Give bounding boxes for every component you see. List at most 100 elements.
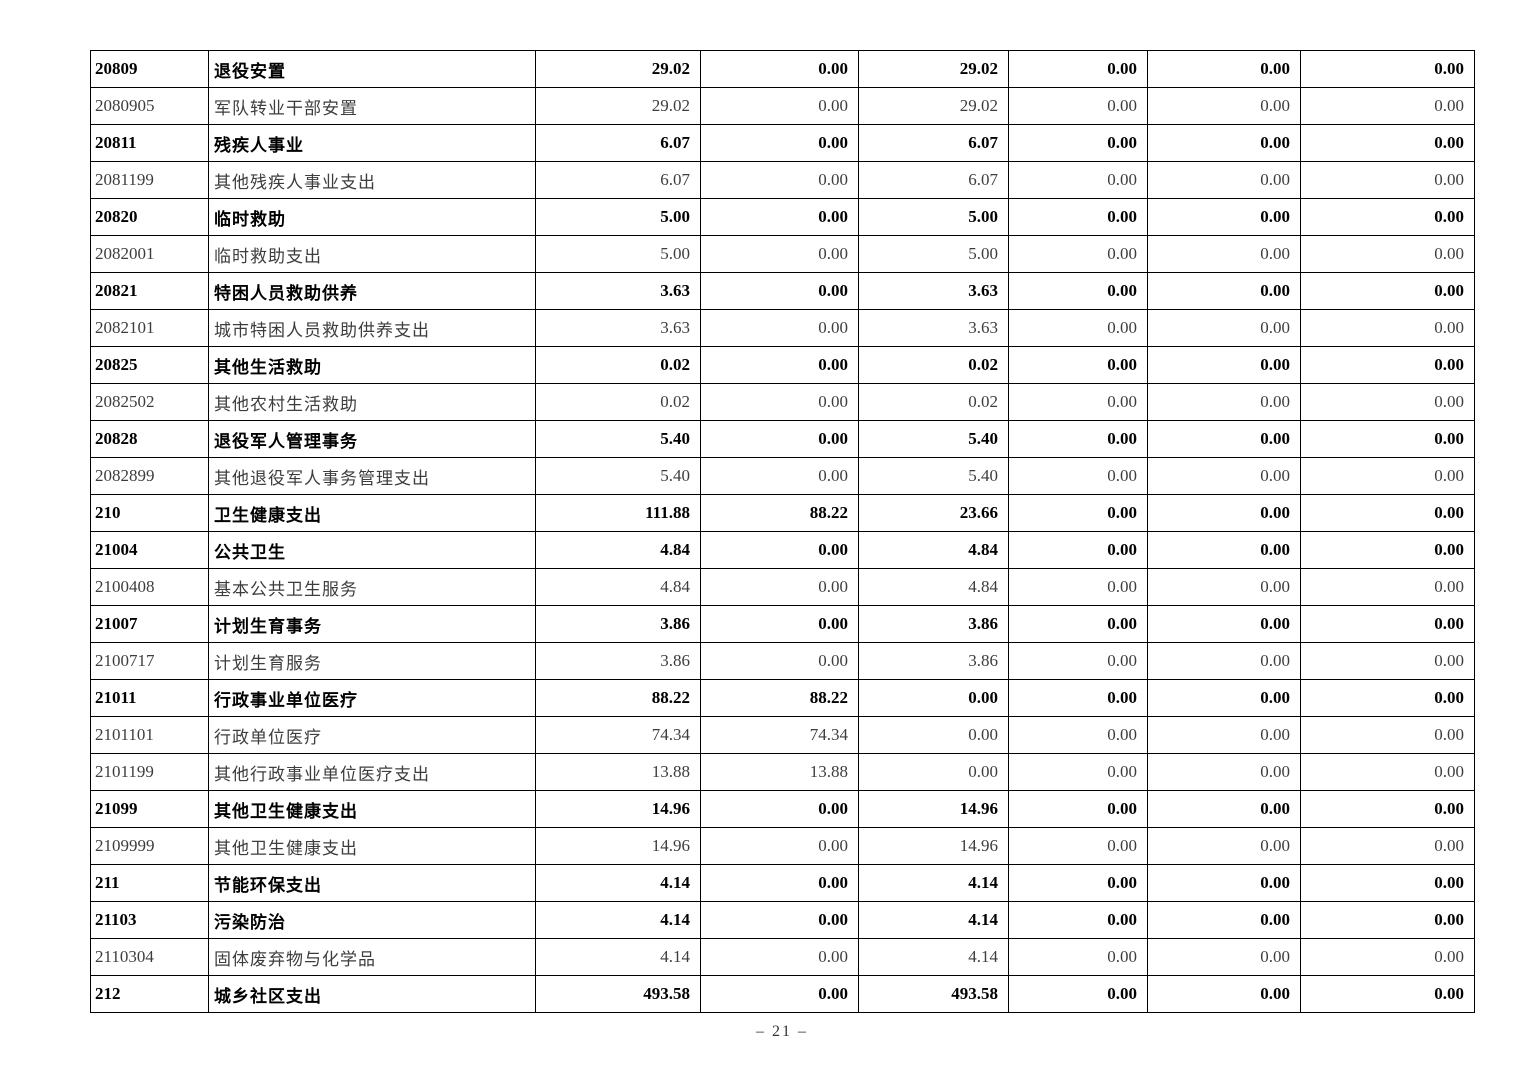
table-row: 21011 行政事业单位医疗 88.22 88.22 0.00 0.00 0.00 0.00 [90, 679, 1475, 717]
value-cell: 0.00 [700, 87, 859, 125]
value-cell: 4.84 [535, 568, 701, 606]
value-cell: 0.00 [1147, 531, 1301, 569]
code-cell: 212 [90, 975, 209, 1013]
code-cell: 2082001 [90, 235, 209, 273]
value-cell: 0.00 [1147, 420, 1301, 458]
name-cell: 计划生育事务 [208, 605, 536, 643]
value-cell: 14.96 [858, 790, 1009, 828]
code-cell: 21103 [90, 901, 209, 939]
value-cell: 0.00 [700, 161, 859, 199]
page-number: – 21 – [756, 1023, 808, 1040]
name-cell: 临时救助 [208, 198, 536, 236]
table-row: 21099 其他卫生健康支出 14.96 0.00 14.96 0.00 0.00 0.00 [90, 790, 1475, 828]
value-cell: 0.00 [1300, 605, 1475, 643]
value-cell: 0.00 [700, 864, 859, 902]
value-cell: 4.84 [858, 568, 1009, 606]
value-cell: 5.00 [535, 198, 701, 236]
name-cell: 其他生活救助 [208, 346, 536, 384]
value-cell: 29.02 [858, 50, 1009, 88]
name-cell: 行政事业单位医疗 [208, 679, 536, 717]
value-cell: 0.00 [700, 975, 859, 1013]
value-cell: 0.00 [1300, 346, 1475, 384]
name-cell: 城乡社区支出 [208, 975, 536, 1013]
value-cell: 0.00 [700, 383, 859, 421]
value-cell: 0.00 [1147, 827, 1301, 865]
value-cell: 0.00 [1147, 716, 1301, 754]
code-cell: 211 [90, 864, 209, 902]
code-cell: 20821 [90, 272, 209, 310]
value-cell: 0.00 [1008, 753, 1148, 791]
value-cell: 0.00 [1147, 383, 1301, 421]
code-cell: 2101101 [90, 716, 209, 754]
value-cell: 0.00 [1147, 309, 1301, 347]
value-cell: 0.00 [700, 235, 859, 273]
value-cell: 3.63 [535, 272, 701, 310]
value-cell: 29.02 [535, 87, 701, 125]
budget-table-body: 20809 退役安置 29.02 0.00 29.02 0.00 0.00 0.00 20809… [90, 50, 1475, 1013]
value-cell: 0.00 [1008, 679, 1148, 717]
table-row: 211 节能环保支出 4.14 0.00 4.14 0.00 0.00 0.00 [90, 864, 1475, 902]
code-cell: 20809 [90, 50, 209, 88]
table-row: 20821 特困人员救助供养 3.63 0.00 3.63 0.00 0.00 0.00 [90, 272, 1475, 310]
value-cell: 0.00 [700, 642, 859, 680]
name-cell: 特困人员救助供养 [208, 272, 536, 310]
value-cell: 0.00 [1300, 87, 1475, 125]
value-cell: 3.86 [535, 605, 701, 643]
value-cell: 0.00 [1300, 494, 1475, 532]
name-cell: 其他卫生健康支出 [208, 790, 536, 828]
value-cell: 0.00 [1147, 50, 1301, 88]
value-cell: 493.58 [858, 975, 1009, 1013]
table-row: 2082101 城市特困人员救助供养支出 3.63 0.00 3.63 0.00 0.00 0… [90, 309, 1475, 347]
value-cell: 0.00 [1300, 975, 1475, 1013]
name-cell: 残疾人事业 [208, 124, 536, 162]
code-cell: 20825 [90, 346, 209, 384]
value-cell: 0.00 [1008, 975, 1148, 1013]
value-cell: 88.22 [535, 679, 701, 717]
value-cell: 0.00 [1008, 235, 1148, 273]
value-cell: 0.00 [858, 753, 1009, 791]
value-cell: 0.00 [1147, 938, 1301, 976]
value-cell: 0.00 [1147, 198, 1301, 236]
name-cell: 污染防治 [208, 901, 536, 939]
value-cell: 0.00 [1147, 272, 1301, 310]
value-cell: 0.00 [1300, 198, 1475, 236]
name-cell: 退役军人管理事务 [208, 420, 536, 458]
code-cell: 2082101 [90, 309, 209, 347]
table-row: 20825 其他生活救助 0.02 0.00 0.02 0.00 0.00 0.00 [90, 346, 1475, 384]
value-cell: 4.14 [858, 938, 1009, 976]
value-cell: 0.00 [1008, 87, 1148, 125]
value-cell: 0.00 [1300, 161, 1475, 199]
value-cell: 0.00 [1147, 161, 1301, 199]
table-row: 2082899 其他退役军人事务管理支出 5.40 0.00 5.40 0.00 0.00 0… [90, 457, 1475, 495]
value-cell: 0.00 [700, 346, 859, 384]
value-cell: 0.00 [1300, 383, 1475, 421]
value-cell: 0.00 [1147, 753, 1301, 791]
value-cell: 0.00 [1300, 124, 1475, 162]
value-cell: 0.00 [700, 790, 859, 828]
code-cell: 210 [90, 494, 209, 532]
table-row: 2100717 计划生育服务 3.86 0.00 3.86 0.00 0.00 0.00 [90, 642, 1475, 680]
value-cell: 0.00 [1300, 235, 1475, 273]
code-cell: 2100717 [90, 642, 209, 680]
value-cell: 0.00 [700, 827, 859, 865]
value-cell: 111.88 [535, 494, 701, 532]
value-cell: 0.00 [1147, 124, 1301, 162]
value-cell: 5.40 [535, 420, 701, 458]
value-cell: 0.00 [700, 938, 859, 976]
value-cell: 0.00 [1008, 124, 1148, 162]
value-cell: 4.14 [535, 938, 701, 976]
value-cell: 0.00 [700, 531, 859, 569]
value-cell: 0.00 [1147, 975, 1301, 1013]
table-row: 20828 退役军人管理事务 5.40 0.00 5.40 0.00 0.00 0.00 [90, 420, 1475, 458]
table-row: 20809 退役安置 29.02 0.00 29.02 0.00 0.00 0.00 [90, 50, 1475, 88]
value-cell: 4.14 [535, 864, 701, 902]
value-cell: 3.63 [858, 272, 1009, 310]
code-cell: 2110304 [90, 938, 209, 976]
value-cell: 88.22 [700, 494, 859, 532]
value-cell: 5.40 [535, 457, 701, 495]
value-cell: 0.00 [700, 457, 859, 495]
code-cell: 21099 [90, 790, 209, 828]
value-cell: 0.00 [1008, 494, 1148, 532]
value-cell: 0.00 [1147, 790, 1301, 828]
table-row: 20820 临时救助 5.00 0.00 5.00 0.00 0.00 0.00 [90, 198, 1475, 236]
